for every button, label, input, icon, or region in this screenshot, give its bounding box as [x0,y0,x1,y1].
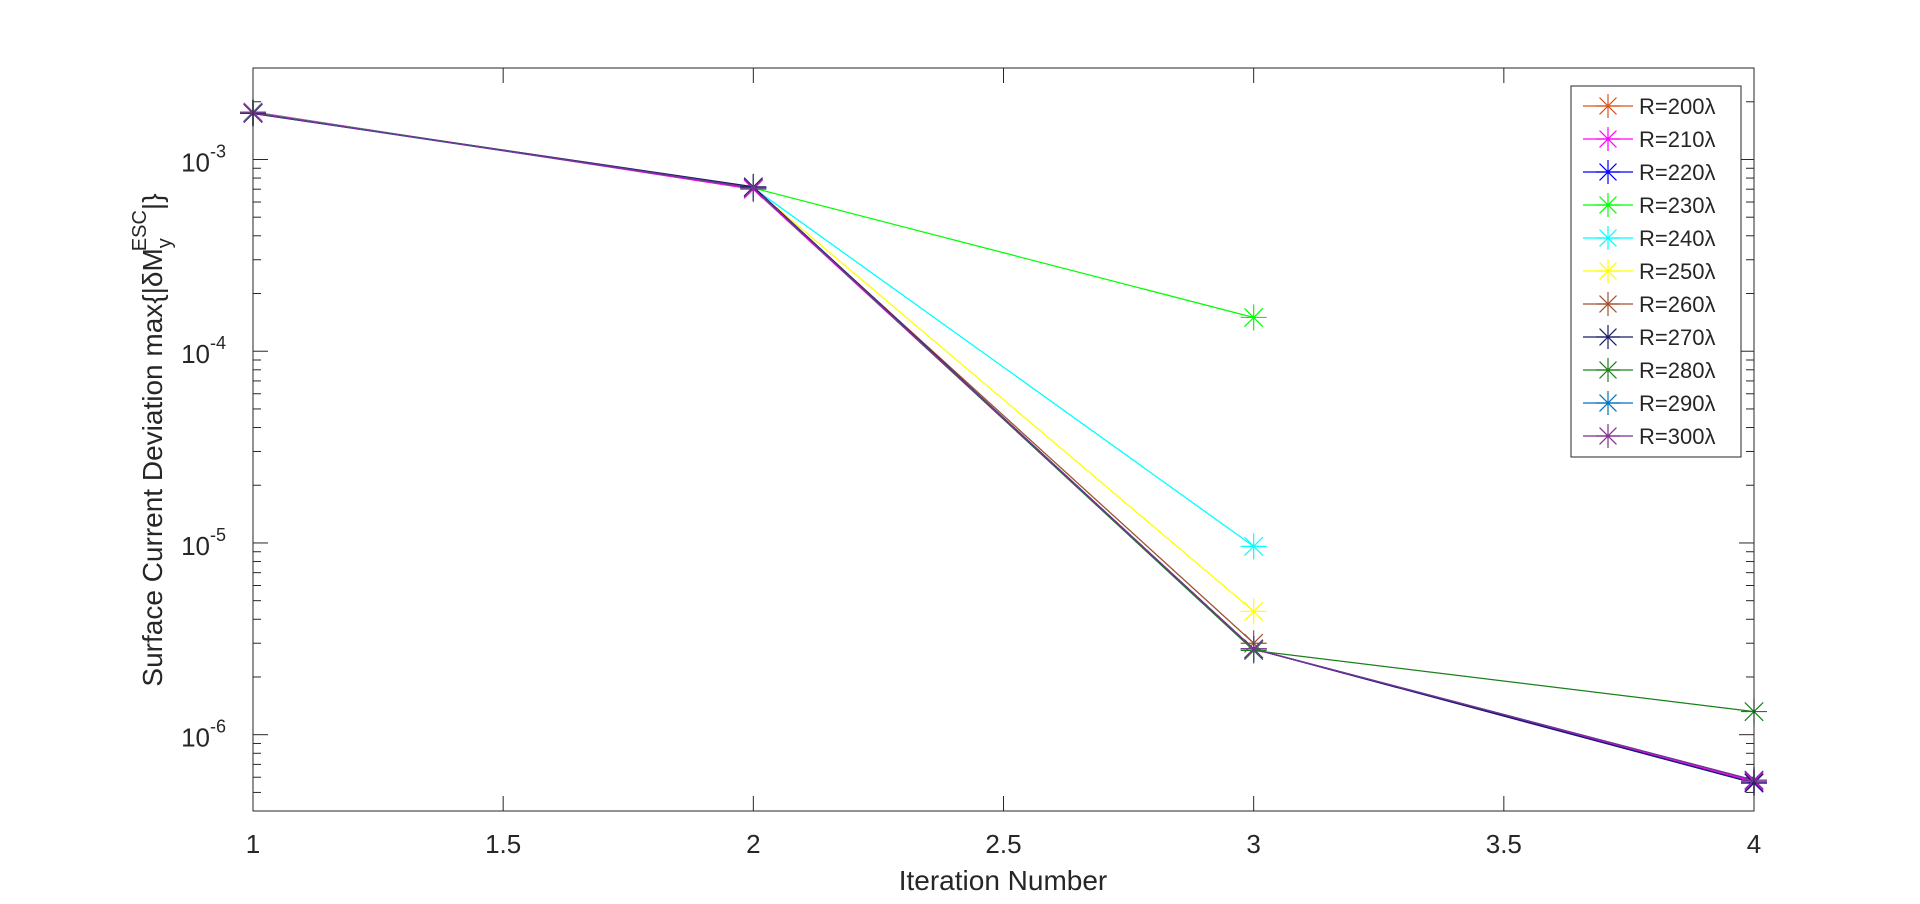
x-tick-label: 1 [246,829,260,859]
data-point-marker [740,175,767,202]
y-tick-label: 10-6 [181,717,226,753]
legend-item: R=280λ [1583,358,1715,383]
legend-item: R=250λ [1583,259,1715,284]
legend-swatch-marker [1596,358,1620,382]
legend-label: R=220λ [1639,160,1715,185]
legend-label: R=290λ [1639,391,1715,416]
y-tick-labels: 10-610-510-410-3 [181,141,226,752]
y-tick-label-base: 10 [181,531,210,561]
legend-item: R=240λ [1583,226,1715,251]
legend-label: R=240λ [1639,226,1715,251]
data-point-marker [1240,635,1267,662]
plot-area-frame [252,67,1755,812]
x-tick-labels: 1 1.5 2 2.5 3 3.5 4 [246,829,1761,859]
y-tick-label-base: 10 [181,339,210,369]
y-axis-title: Surface Current Deviation max{|δMyESC|} [129,193,176,686]
legend-swatch-marker [1596,292,1620,316]
legend-item: R=300λ [1583,424,1715,449]
data-point-marker [1240,598,1267,625]
y-axis-title-subscript: y [154,238,176,248]
legend: R=200λ R=210λ R=220λ R=230λ R=240λ R=250λ R=26… [1570,85,1742,458]
legend-item: R=290λ [1583,391,1715,416]
y-axis-title-main: Surface Current Deviation max{|δM [137,248,168,686]
y-tick-label-exponent: -6 [210,717,226,737]
legend-swatch-marker [1596,226,1620,250]
legend-label: R=250λ [1639,259,1715,284]
legend-label: R=210λ [1639,127,1715,152]
y-tick-label: 10-3 [181,141,226,177]
plot-area-background [253,68,1754,811]
y-tick-label-exponent: -5 [210,525,226,545]
legend-item: R=270λ [1583,325,1715,350]
legend-swatch-marker [1596,391,1620,415]
legend-item: R=260λ [1583,292,1715,317]
legend-item: R=210λ [1583,127,1715,152]
x-tick-label: 4 [1747,829,1761,859]
legend-swatch-marker [1596,325,1620,349]
legend-swatch-marker [1596,94,1620,118]
legend-swatch-marker [1596,259,1620,283]
legend-label: R=300λ [1639,424,1715,449]
legend-swatch-marker [1596,193,1620,217]
x-axis-title: Iteration Number [899,865,1108,896]
legend-swatch-marker [1596,127,1620,151]
y-tick-label-base: 10 [181,723,210,753]
legend-item: R=230λ [1583,193,1715,218]
y-tick-label: 10-5 [181,525,226,561]
data-point-marker [1240,304,1267,331]
y-tick-label: 10-4 [181,333,226,369]
legend-item: R=220λ [1583,160,1715,185]
legend-swatch-marker [1596,160,1620,184]
x-tick-label: 2 [746,829,760,859]
y-axis-title-superscript: ESC [129,210,151,251]
x-tick-label: 3 [1246,829,1260,859]
legend-label: R=230λ [1639,193,1715,218]
legend-item: R=200λ [1583,94,1715,119]
x-tick-label: 1.5 [485,829,521,859]
y-tick-label-exponent: -4 [210,333,226,353]
x-tick-label: 3.5 [1486,829,1522,859]
legend-label: R=260λ [1639,292,1715,317]
legend-label: R=270λ [1639,325,1715,350]
y-axis-title-suffix: |} [137,193,168,210]
y-tick-label-base: 10 [181,147,210,177]
series-line-11 [252,112,1755,781]
legend-label: R=280λ [1639,358,1715,383]
y-tick-label-exponent: -3 [210,141,226,161]
legend-label: R=200λ [1639,94,1715,119]
legend-swatch-marker [1596,424,1620,448]
series-lines [252,111,1755,784]
data-point-marker [1240,533,1267,560]
x-tick-label: 2.5 [985,829,1021,859]
